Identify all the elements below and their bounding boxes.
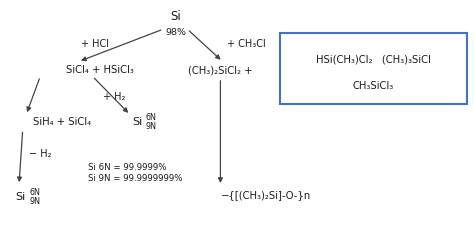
Text: (CH₃)₂SiCl₂ +: (CH₃)₂SiCl₂ +: [188, 65, 253, 75]
Text: Si 6N = 99.9999%
Si 9N = 99.9999999%: Si 6N = 99.9999% Si 9N = 99.9999999%: [88, 163, 182, 183]
Text: − H₂: − H₂: [29, 149, 52, 159]
Text: + HCl: + HCl: [81, 38, 109, 49]
Text: HSi(CH₃)Cl₂   (CH₃)₃SiCl: HSi(CH₃)Cl₂ (CH₃)₃SiCl: [316, 54, 430, 64]
Text: 6N: 6N: [146, 113, 157, 122]
Text: 9N: 9N: [146, 122, 157, 131]
Text: + CH₃Cl: + CH₃Cl: [227, 38, 266, 49]
Text: Si: Si: [132, 117, 142, 127]
Text: 98%: 98%: [165, 28, 186, 37]
Text: 9N: 9N: [29, 197, 40, 206]
Text: CH₃SiCl₃: CH₃SiCl₃: [352, 81, 394, 91]
Text: Si: Si: [15, 192, 26, 202]
Text: + H₂: + H₂: [102, 92, 125, 102]
Text: Si: Si: [170, 10, 181, 23]
Text: SiCl₄ + HSiCl₃: SiCl₄ + HSiCl₃: [66, 65, 134, 75]
Text: 6N: 6N: [29, 188, 40, 197]
Text: SiH₄ + SiCl₄: SiH₄ + SiCl₄: [33, 117, 91, 127]
Text: −{[(CH₃)₂Si]-O-}n: −{[(CH₃)₂Si]-O-}n: [220, 190, 310, 200]
FancyBboxPatch shape: [280, 33, 467, 104]
